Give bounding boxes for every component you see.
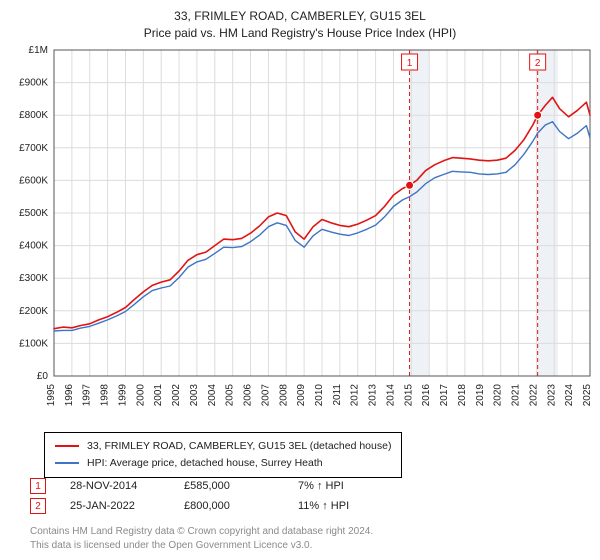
svg-text:1997: 1997	[82, 384, 93, 407]
svg-text:1995: 1995	[46, 384, 57, 407]
svg-text:2023: 2023	[546, 384, 557, 407]
svg-text:2015: 2015	[403, 384, 414, 407]
sale-badge: 2	[30, 498, 46, 514]
svg-text:2003: 2003	[189, 384, 200, 407]
svg-text:2020: 2020	[493, 384, 504, 407]
svg-text:2013: 2013	[368, 384, 379, 407]
title-line-1: 33, FRIMLEY ROAD, CAMBERLEY, GU15 3EL	[0, 0, 600, 24]
svg-text:£400K: £400K	[19, 241, 48, 252]
legend-swatch	[55, 462, 79, 464]
svg-text:2002: 2002	[171, 384, 182, 407]
sale-row: 2 25-JAN-2022 £800,000 11% ↑ HPI	[30, 498, 388, 514]
legend-row: 33, FRIMLEY ROAD, CAMBERLEY, GU15 3EL (d…	[55, 438, 391, 455]
svg-text:1998: 1998	[100, 384, 111, 407]
svg-text:2001: 2001	[153, 384, 164, 407]
legend-swatch	[55, 445, 79, 447]
svg-text:2024: 2024	[564, 384, 575, 407]
svg-text:2004: 2004	[207, 384, 218, 407]
svg-text:£100K: £100K	[19, 338, 48, 349]
svg-text:2017: 2017	[439, 384, 450, 407]
svg-text:1996: 1996	[64, 384, 75, 407]
copyright-line-2: This data is licensed under the Open Gov…	[30, 539, 373, 553]
svg-text:2022: 2022	[528, 384, 539, 407]
sales-table: 1 28-NOV-2014 £585,000 7% ↑ HPI 2 25-JAN-2022…	[30, 478, 388, 518]
chart-area: £0 £100K £200K £300K £400K £500K £600K £700K £80…	[0, 44, 600, 424]
legend-label: HPI: Average price, detached house, Surr…	[87, 455, 323, 472]
svg-text:£0: £0	[37, 371, 49, 382]
svg-text:2012: 2012	[350, 384, 361, 407]
title-line-2: Price paid vs. HM Land Registry's House …	[0, 24, 600, 40]
copyright-line-1: Contains HM Land Registry data © Crown c…	[30, 525, 373, 539]
svg-text:2018: 2018	[457, 384, 468, 407]
legend-box: 33, FRIMLEY ROAD, CAMBERLEY, GU15 3EL (d…	[44, 432, 402, 478]
svg-text:2016: 2016	[421, 384, 432, 407]
sale-delta: 11% ↑ HPI	[298, 500, 388, 512]
svg-text:1999: 1999	[117, 384, 128, 407]
svg-text:2005: 2005	[225, 384, 236, 407]
sale-delta: 7% ↑ HPI	[298, 480, 388, 492]
sale-badge: 1	[30, 478, 46, 494]
svg-text:£600K: £600K	[19, 175, 48, 186]
svg-text:1: 1	[407, 58, 413, 69]
svg-text:£1M: £1M	[29, 45, 48, 56]
sale-price: £585,000	[184, 480, 274, 492]
legend-label: 33, FRIMLEY ROAD, CAMBERLEY, GU15 3EL (d…	[87, 438, 391, 455]
svg-text:2011: 2011	[332, 384, 343, 406]
svg-text:2: 2	[535, 58, 541, 69]
legend-row: HPI: Average price, detached house, Surr…	[55, 455, 391, 472]
sale-row: 1 28-NOV-2014 £585,000 7% ↑ HPI	[30, 478, 388, 494]
svg-text:2010: 2010	[314, 384, 325, 407]
svg-text:2008: 2008	[278, 384, 289, 407]
svg-text:£800K: £800K	[19, 110, 48, 121]
svg-text:£200K: £200K	[19, 306, 48, 317]
svg-text:£700K: £700K	[19, 143, 48, 154]
svg-text:£900K: £900K	[19, 78, 48, 89]
sale-date: 25-JAN-2022	[70, 500, 160, 512]
svg-text:2019: 2019	[475, 384, 486, 407]
svg-text:2000: 2000	[135, 384, 146, 407]
svg-text:2007: 2007	[260, 384, 271, 407]
svg-text:2006: 2006	[243, 384, 254, 407]
svg-text:2025: 2025	[582, 384, 593, 407]
chart-svg: £0 £100K £200K £300K £400K £500K £600K £700K £80…	[0, 44, 600, 424]
svg-text:£500K: £500K	[19, 208, 48, 219]
sale-date: 28-NOV-2014	[70, 480, 160, 492]
svg-text:£300K: £300K	[19, 273, 48, 284]
svg-text:2009: 2009	[296, 384, 307, 407]
copyright-text: Contains HM Land Registry data © Crown c…	[30, 525, 373, 552]
sale-price: £800,000	[184, 500, 274, 512]
svg-text:2014: 2014	[385, 384, 396, 407]
svg-text:2021: 2021	[511, 384, 522, 407]
